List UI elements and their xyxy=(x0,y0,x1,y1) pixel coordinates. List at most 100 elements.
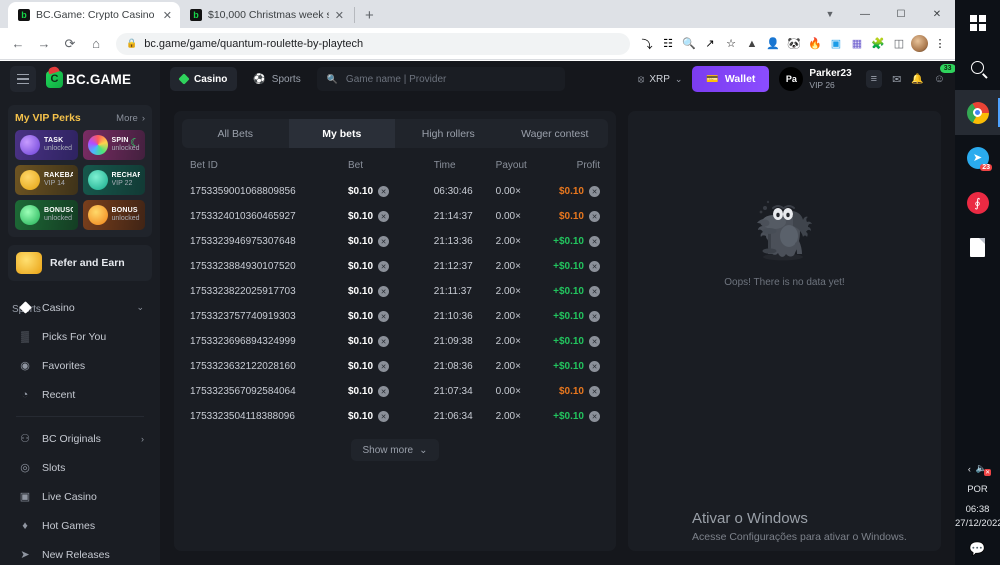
sidebar-item-live-casino[interactable]: ▣ Live Casino xyxy=(0,482,160,511)
maximize-button[interactable]: ☐ xyxy=(896,8,906,20)
close-window-button[interactable]: ✕ xyxy=(932,8,942,20)
notification-center-icon[interactable]: 💬 xyxy=(969,541,986,556)
perk-bonus[interactable]: BONUS unlocked xyxy=(82,200,145,230)
sidebar-item-bc-originals[interactable]: ⚇ BC Originals › xyxy=(0,424,160,453)
sidebar-item-slots[interactable]: ◎ Slots xyxy=(0,453,160,482)
table-row[interactable]: 1753324010360465927 $0.10 ✕ 21:14:37 0.00× $0… xyxy=(182,204,608,229)
chat-icon[interactable]: ☺ 33 xyxy=(934,64,955,85)
system-tray: ‹ 🔈 ✕ POR 06:38 27/12/2022 💬 xyxy=(955,460,1000,565)
perk-spin[interactable]: SPIN unlocked ☾ xyxy=(82,130,145,160)
zoom-search-icon[interactable]: 🔍 xyxy=(682,38,696,50)
bcgame-logo[interactable]: C BC.GAME xyxy=(46,70,131,88)
close-icon[interactable]: ✕ xyxy=(334,9,344,22)
downloads-icon[interactable]: ⤵ xyxy=(641,38,653,51)
metamask-icon[interactable]: ▲ xyxy=(746,37,758,50)
slots-icon: ◎ xyxy=(20,462,30,474)
chat-badge: 33 xyxy=(939,64,955,73)
perk-task[interactable]: TASK unlocked xyxy=(15,130,78,160)
table-row[interactable]: 1753323567092584064 $0.10 ✕ 21:07:34 0.00× $0… xyxy=(182,379,608,404)
back-icon[interactable]: ← xyxy=(11,36,25,51)
currency-selector[interactable]: ⦻ XRP ⌄ xyxy=(638,74,683,85)
perk-bonuscode[interactable]: BONUSCODE unlocked xyxy=(15,200,78,230)
money-icon xyxy=(20,205,40,225)
clock-time[interactable]: 06:38 xyxy=(965,503,990,515)
flame-extension-icon[interactable]: 🔥 xyxy=(808,38,822,50)
browser-tab-2[interactable]: b $10,000 Christmas week special r ✕ xyxy=(180,2,352,28)
sidebar-item-casino[interactable]: Casino ⌄ xyxy=(0,293,160,322)
file-taskbar-icon[interactable] xyxy=(955,225,1000,270)
share-icon[interactable]: ↗ xyxy=(705,38,715,50)
puzzle-extensions-icon[interactable]: 🧩 xyxy=(871,38,885,50)
home-icon[interactable]: ⌂ xyxy=(92,36,100,51)
diamond-icon xyxy=(18,301,32,314)
volume-muted-badge: ✕ xyxy=(984,469,992,476)
clock-date[interactable]: 27/12/2022 xyxy=(955,517,1000,529)
browser-tab-1[interactable]: b BC.Game: Crypto Casino Games & ✕ xyxy=(8,2,180,28)
tab-all-bets[interactable]: All Bets xyxy=(217,127,254,140)
search-input[interactable]: 🔍 Game name | Provider xyxy=(316,67,565,91)
search-button[interactable] xyxy=(955,45,1000,90)
live-casino-icon: ▣ xyxy=(19,491,31,503)
wallet-button[interactable]: 💳 Wallet xyxy=(692,66,770,92)
show-more-button[interactable]: Show more ⌄ xyxy=(350,439,440,461)
new-tab-button[interactable]: + xyxy=(365,7,374,24)
start-button[interactable] xyxy=(955,0,1000,45)
table-row[interactable]: 1753323504118388096 $0.10 ✕ 21:06:34 2.00× +$… xyxy=(182,404,608,429)
table-row[interactable]: 1753323884930107520 $0.10 ✕ 21:12:37 2.00× +$… xyxy=(182,254,608,279)
fox-extension-icon[interactable]: 🐼 xyxy=(787,38,801,50)
reload-icon[interactable]: ⟳ xyxy=(64,35,76,51)
vip-more-link[interactable]: More › xyxy=(116,113,145,124)
sidebar-item-favorites[interactable]: ◉ Favorites xyxy=(0,351,160,380)
coin-icon: ✕ xyxy=(378,311,390,322)
cell-payout: 2.00× xyxy=(495,261,521,272)
chevron-down-icon[interactable]: ▼ xyxy=(825,9,835,19)
chrome-menu-icon[interactable]: ⋮ xyxy=(934,38,946,50)
refer-and-earn-card[interactable]: Refer and Earn xyxy=(8,245,152,281)
hamburger-menu-icon[interactable] xyxy=(10,66,36,92)
table-row[interactable]: 1753323632122028160 $0.10 ✕ 21:08:36 2.00× +$… xyxy=(182,354,608,379)
tab-title: BC.Game: Crypto Casino Games & xyxy=(36,9,157,21)
language-indicator[interactable]: POR xyxy=(967,483,988,495)
sidebar-item-new-releases[interactable]: ➤ New Releases xyxy=(0,540,160,565)
chrome-window: b BC.Game: Crypto Casino Games & ✕ b $10… xyxy=(0,0,955,565)
table-row[interactable]: 1753323757740919303 $0.10 ✕ 21:10:36 2.00× +$… xyxy=(182,304,608,329)
sidebar-item-picks-for-you[interactable]: ▒ Picks For You xyxy=(0,322,160,351)
menu-lines-icon[interactable]: ≡ xyxy=(865,70,883,88)
tab-high-rollers[interactable]: High rollers xyxy=(421,127,475,140)
topnav-sports-tab[interactable]: ⚽ Sports xyxy=(247,67,306,91)
volume-icon[interactable]: 🔈 ✕ xyxy=(975,463,992,476)
profile-avatar-icon[interactable] xyxy=(911,35,928,52)
profile-sync-icon[interactable]: 👤 xyxy=(766,38,780,50)
page-content: C BC.GAME My VIP Perks More › xyxy=(0,61,955,565)
sidebar-item-hot-games[interactable]: ♦ Hot Games xyxy=(0,511,160,540)
chrome-taskbar-icon[interactable] xyxy=(955,90,1000,135)
translate-icon[interactable]: ☷ xyxy=(663,38,673,50)
user-profile[interactable]: Pa Parker23 VIP 26 xyxy=(779,67,852,91)
mail-icon[interactable]: ✉ xyxy=(892,73,902,86)
sidebar-item-recent[interactable]: ◔ Recent xyxy=(0,380,160,409)
watermark-title: Ativar o Windows xyxy=(692,510,808,527)
bell-icon[interactable]: 🔔 xyxy=(911,73,924,85)
forward-icon[interactable]: → xyxy=(37,36,51,51)
table-row[interactable]: 1753323822025917703 $0.10 ✕ 21:11:37 2.00× +$… xyxy=(182,279,608,304)
tab-my-bets[interactable]: My bets xyxy=(288,119,395,148)
sidepanel-icon[interactable]: ◫ xyxy=(893,38,905,50)
topnav-casino-tab[interactable]: Casino xyxy=(170,67,238,91)
table-row[interactable]: 1753359001068809856 $0.10 ✕ 06:30:46 0.00× $0… xyxy=(182,179,608,204)
tray-expand-icon[interactable]: ‹ xyxy=(967,463,971,474)
close-icon[interactable]: ✕ xyxy=(162,9,172,22)
telegram-taskbar-icon[interactable]: ➤ 23 xyxy=(955,135,1000,180)
table-row[interactable]: 1753323946975307648 $0.10 ✕ 21:13:36 2.00× +$… xyxy=(182,229,608,254)
coin-icon: ✕ xyxy=(378,361,390,372)
adobe-taskbar-icon[interactable]: ∮ xyxy=(955,180,1000,225)
perk-rakeback[interactable]: RAKEBACK VIP 14 xyxy=(15,165,78,195)
bookmark-star-icon[interactable]: ☆ xyxy=(726,38,736,50)
purple-extension-icon[interactable]: ▦ xyxy=(851,38,863,50)
spin-wheel-icon xyxy=(87,135,108,155)
blue-extension-icon[interactable]: ▣ xyxy=(830,38,842,50)
table-row[interactable]: 1753323696894324999 $0.10 ✕ 21:09:38 2.00× +$… xyxy=(182,329,608,354)
perk-recharge[interactable]: RECHARGE VIP 22 xyxy=(82,165,145,195)
address-bar[interactable]: 🔒 bc.game/game/quantum-roulette-by-playt… xyxy=(116,32,630,55)
tab-wager-contest[interactable]: Wager contest xyxy=(521,127,589,140)
minimize-button[interactable]: — xyxy=(860,8,870,20)
